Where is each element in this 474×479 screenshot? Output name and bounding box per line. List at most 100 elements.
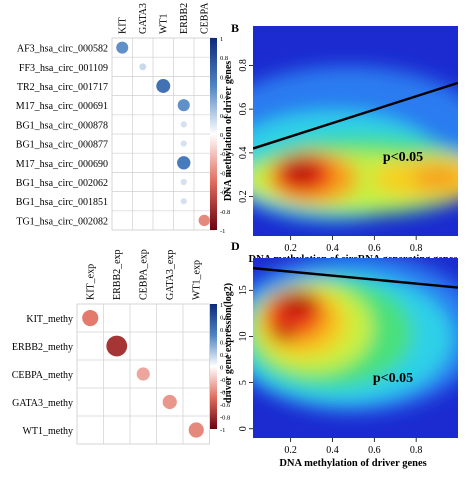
panel-c-colorbar: 1 0.8 0.6 0.4 0.2 0 -0.2 -0.4 -0.6 -0.8 -1	[210, 302, 231, 434]
panel-b-density-field	[253, 66, 458, 221]
column-label: WT1	[158, 13, 169, 34]
panel-b-y-axis-label: DNA methylation of driver genes	[223, 61, 234, 201]
colorbar-tick-label: -1	[220, 427, 225, 434]
row-label: FF3_hsa_circ_001109	[19, 63, 108, 74]
row-label: M17_hsa_circ_000691	[16, 101, 108, 112]
y-tick-label: 5	[238, 380, 249, 385]
column-label: KIT	[117, 17, 128, 34]
colorbar-tick-label: 1	[220, 36, 223, 43]
row-label: M17_hsa_circ_000690	[16, 159, 108, 170]
colorbar-tick-label: 0.2	[220, 352, 228, 359]
panel-b-regression-line	[253, 81, 458, 150]
colorbar-tick-label: -1	[220, 228, 225, 235]
colorbar-tick-label: 0	[220, 365, 223, 372]
x-tick-label: 0.6	[368, 445, 381, 456]
correlation-dot	[156, 79, 171, 93]
column-label: WT1_exp	[191, 260, 202, 300]
panel-b-plot-area	[253, 26, 458, 236]
correlation-dot	[106, 335, 128, 357]
y-tick-label: 0.2	[238, 190, 249, 203]
correlation-dot	[180, 140, 187, 147]
correlation-dot	[180, 178, 187, 186]
correlation-dot	[139, 63, 147, 71]
correlation-dot	[177, 156, 191, 170]
row-label: AF3_hsa_circ_000582	[17, 44, 108, 55]
colorbar-tick-label: 0.8	[220, 55, 228, 62]
correlation-dot	[180, 121, 187, 128]
colorbar-gradient	[210, 38, 217, 230]
colorbar-tick-label: -0.2	[220, 151, 230, 158]
row-label: BG1_hsa_circ_000877	[16, 140, 108, 151]
colorbar-tick-label: -0.6	[220, 402, 231, 409]
row-label: TR2_hsa_circ_001717	[17, 82, 108, 93]
column-label: CEBPA	[199, 2, 210, 34]
panel-d-x-axis-label: DNA methylation of driver genes	[279, 458, 426, 469]
panel-b-x-ticks: 0.2 0.4 0.6 0.8	[284, 236, 422, 254]
correlation-dot	[82, 309, 99, 327]
column-label: ERBB2_exp	[112, 249, 123, 300]
panel-c-correlation-heatmap: KIT_methy ERBB2_methy CEBPA_methy GATA3_met…	[12, 249, 231, 445]
y-tick-label: 0.4	[238, 147, 249, 160]
correlation-dot	[188, 422, 204, 438]
colorbar-tick-label: 1	[220, 302, 223, 309]
x-tick-label: 0.4	[326, 243, 339, 254]
x-tick-label: 0.8	[410, 445, 423, 456]
column-label: CEBPA_exp	[138, 249, 149, 300]
correlation-dot	[116, 41, 129, 54]
row-label: BG1_hsa_circ_000878	[16, 120, 108, 131]
colorbar-tick-label: 0	[220, 132, 223, 139]
y-tick-label: 10	[238, 331, 249, 341]
colorbar-tick-label: -0.4	[220, 390, 231, 397]
panel-c-row-labels: KIT_methy ERBB2_methy CEBPA_methy GATA3_met…	[12, 314, 73, 437]
x-tick-label: 0.2	[284, 243, 297, 254]
y-tick-label: 15	[238, 285, 249, 295]
column-label: GATA3_exp	[165, 250, 176, 300]
panel-b-density-plot: B p<0.05 0.2 0.4 0.6 0.8 0.2 0.4 0.6 0.8 DNA m…	[223, 21, 458, 265]
y-tick-label: 0.8	[238, 59, 249, 72]
colorbar-tick-label: 0.4	[220, 340, 229, 347]
panel-a-cells	[116, 41, 210, 227]
correlation-dot	[162, 394, 177, 410]
panel-a-colorbar: 1 0.8 0.6 0.4 0.2 0 -0.2 -0.4 -0.6 -0.8 -1	[210, 36, 231, 235]
colorbar-tick-label: -0.8	[220, 209, 230, 216]
panel-d-x-ticks: 0.2 0.4 0.6 0.8	[284, 438, 422, 456]
row-label: TG1_hsa_circ_002082	[16, 216, 108, 227]
panel-d-regression-line	[253, 266, 458, 289]
correlation-dot	[136, 367, 150, 381]
x-tick-label: 0.4	[326, 445, 339, 456]
colorbar-tick-label: 0.4	[220, 94, 229, 101]
panel-a-column-labels: KIT GATA3 WT1 ERBB2 CEBPA	[117, 2, 210, 34]
colorbar-gradient	[210, 304, 217, 429]
panel-d-y-axis-label: driver gene expression(log2)	[223, 283, 234, 403]
row-label: CEBPA_methy	[12, 370, 73, 381]
panel-b-annotation: p<0.05	[383, 150, 423, 165]
colorbar-tick-label: 0.6	[220, 327, 229, 334]
row-label: ERBB2_methy	[12, 342, 73, 353]
panel-d-annotation: p<0.05	[373, 371, 413, 386]
column-label: GATA3	[138, 3, 149, 34]
y-tick-label: 0	[238, 426, 249, 431]
panel-b-y-ticks: 0.2 0.4 0.6 0.8	[238, 59, 253, 203]
colorbar-tick-label: 0.8	[220, 315, 228, 322]
column-label: KIT_exp	[85, 264, 96, 300]
panel-d-y-ticks: 0 5 10 15	[238, 285, 253, 431]
panel-d-density-field	[253, 258, 458, 413]
row-label: WT1_methy	[22, 426, 73, 437]
correlation-dot	[177, 99, 190, 112]
panel-c-column-labels: KIT_exp ERBB2_exp CEBPA_exp GATA3_exp WT1_ex…	[85, 249, 202, 300]
column-label: ERBB2	[179, 3, 190, 34]
colorbar-tick-label: -0.6	[220, 190, 231, 197]
panel-a-grid	[111, 37, 215, 231]
x-tick-label: 0.8	[410, 243, 423, 254]
panel-a-correlation-heatmap: AF3_hsa_circ_000582 FF3_hsa_circ_001109 TR…	[16, 2, 231, 235]
colorbar-tick-label: -0.8	[220, 415, 230, 422]
colorbar-tick-label: -0.4	[220, 170, 231, 177]
x-tick-label: 0.6	[368, 243, 381, 254]
panel-d-plot-area	[253, 258, 458, 438]
panel-c-cells	[82, 309, 204, 438]
colorbar-tick-label: -0.2	[220, 377, 230, 384]
row-label: KIT_methy	[26, 314, 73, 325]
correlation-dot	[198, 214, 210, 227]
